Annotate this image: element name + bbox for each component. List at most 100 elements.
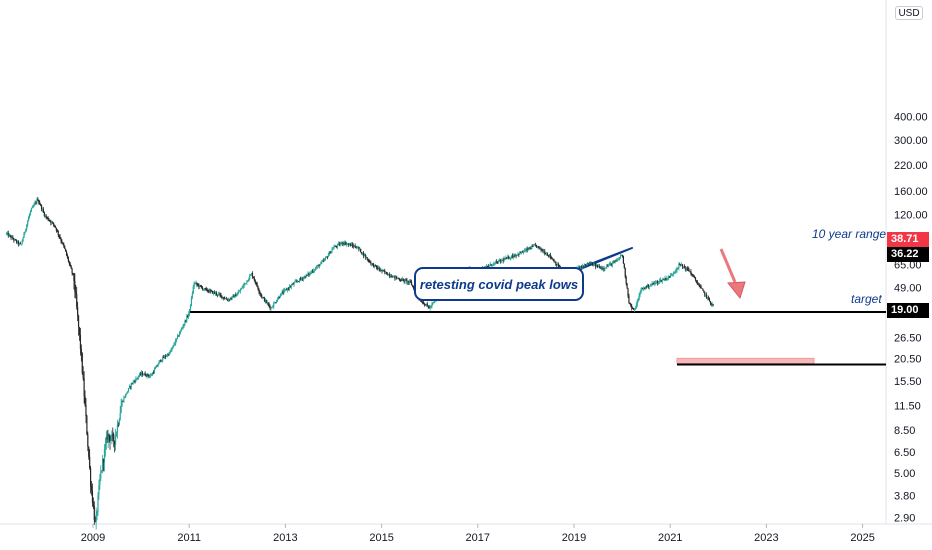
candle-body	[189, 305, 192, 309]
candle-body	[530, 248, 532, 250]
candle-body	[406, 280, 408, 283]
candle-body	[225, 298, 227, 300]
candle-body	[392, 276, 394, 278]
candle-body	[29, 210, 32, 215]
candle	[616, 257, 618, 262]
candle	[673, 271, 675, 275]
candle	[411, 284, 414, 288]
candle-body	[204, 288, 206, 289]
candle-body	[15, 239, 17, 241]
candle-body	[657, 281, 659, 284]
candle-body	[220, 294, 222, 296]
candle-body	[182, 326, 184, 328]
candle	[33, 202, 35, 207]
candle-body	[538, 246, 540, 248]
candle	[700, 284, 702, 289]
candle-body	[45, 215, 47, 218]
candle-body	[126, 393, 128, 395]
candle-body	[11, 237, 13, 239]
candle-body	[125, 393, 127, 398]
candle-body	[316, 265, 318, 268]
candle	[253, 275, 255, 282]
candle-body	[226, 299, 229, 301]
candle	[681, 262, 683, 267]
candle-body	[206, 288, 208, 291]
candle	[371, 263, 373, 267]
candle	[194, 281, 196, 285]
candle-body	[210, 290, 212, 292]
candle-body	[346, 243, 348, 245]
candle-body	[604, 268, 606, 270]
currency-label[interactable]: USD	[895, 6, 923, 20]
candle	[317, 264, 319, 267]
candle	[534, 242, 537, 247]
candle-body	[649, 285, 651, 287]
candle	[518, 253, 520, 258]
candle	[251, 271, 254, 279]
candle	[14, 238, 16, 242]
candle	[356, 245, 358, 250]
candle	[91, 483, 94, 507]
candle-body	[192, 286, 194, 294]
candle-body	[377, 267, 379, 269]
candle	[373, 265, 376, 269]
candle-body	[287, 288, 289, 291]
candle	[404, 278, 406, 284]
candle	[519, 250, 521, 255]
candle-body	[82, 372, 84, 379]
candle-body	[278, 297, 280, 298]
candle-body	[659, 279, 661, 281]
candle	[23, 231, 25, 238]
candle-body	[710, 302, 712, 305]
candle	[557, 261, 559, 266]
candle	[401, 276, 403, 282]
candle-body	[163, 356, 166, 358]
candle-body	[344, 242, 346, 245]
candle	[640, 287, 642, 295]
candle-body	[650, 284, 652, 286]
candle-body	[188, 313, 190, 317]
candle	[134, 379, 136, 384]
candle	[272, 304, 274, 308]
candle-body	[235, 294, 237, 297]
candle-body	[644, 287, 646, 289]
candle-body	[131, 383, 133, 385]
candle-body	[191, 293, 193, 298]
candle-body	[386, 274, 389, 276]
last-price-tag: 38.71	[887, 232, 929, 247]
candle	[348, 242, 351, 246]
candle-body	[28, 214, 31, 218]
candle-body	[353, 245, 355, 247]
candle	[669, 276, 671, 278]
candle	[83, 371, 85, 404]
candle-body	[303, 276, 305, 278]
candle-body	[602, 268, 604, 270]
candle-body	[705, 294, 707, 296]
candle-body	[591, 263, 593, 264]
candle	[591, 262, 593, 265]
candle	[581, 264, 583, 270]
candle-body	[397, 278, 399, 280]
candle	[496, 259, 498, 264]
candle	[230, 297, 232, 301]
candle	[29, 209, 32, 216]
candle	[533, 243, 535, 248]
candle-body	[143, 373, 145, 375]
candle-body	[46, 217, 48, 218]
candle-body	[181, 327, 183, 330]
candle	[501, 259, 503, 261]
candle	[644, 287, 646, 290]
candle-body	[412, 286, 415, 289]
candle-body	[363, 254, 365, 256]
candle	[195, 280, 197, 285]
candle-body	[289, 286, 291, 288]
y-tick-label: 300.00	[894, 135, 928, 147]
candle-body	[95, 514, 97, 523]
candle	[138, 375, 140, 380]
candle	[305, 273, 307, 278]
candle-body	[652, 283, 654, 285]
candle	[151, 373, 153, 376]
candle	[357, 246, 359, 248]
candle-body	[308, 273, 310, 275]
